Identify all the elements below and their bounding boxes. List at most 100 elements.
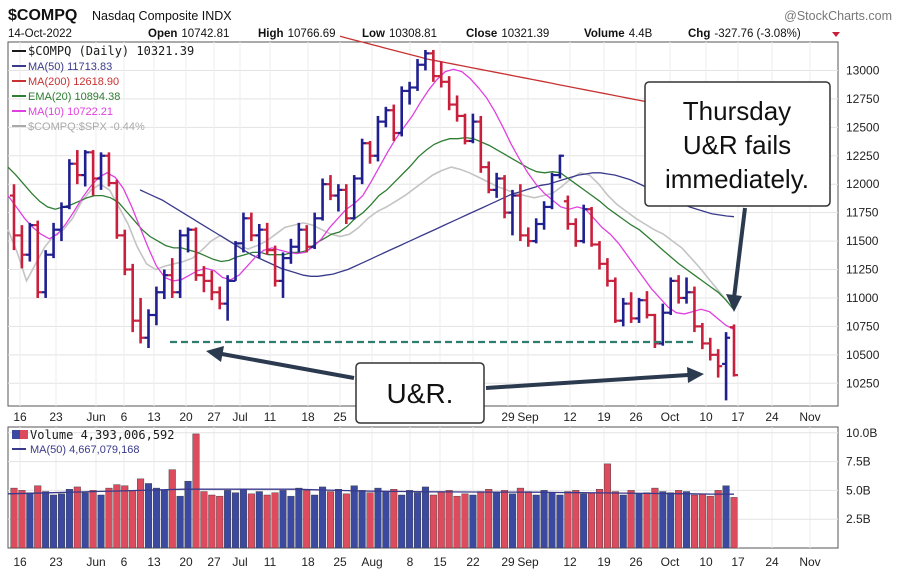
volume-bar	[50, 494, 58, 549]
price-bar	[342, 184, 351, 224]
volume-bar	[603, 463, 611, 549]
price-bar	[635, 297, 644, 323]
price-bar	[642, 291, 651, 319]
ohlc-item: Close 10321.39	[466, 28, 549, 40]
volume-x-tick-label: 15	[433, 555, 447, 569]
volume-x-tick-label: 11	[264, 555, 277, 569]
price-x-tick-label: 18	[301, 410, 315, 424]
price-tick-label: 11000	[846, 291, 879, 305]
legend-entry: $COMPQ (Daily) 10321.39	[28, 44, 194, 58]
thursday-arrow-head	[726, 294, 742, 312]
volume-x-tick-label: 26	[629, 555, 643, 569]
volume-bar	[121, 485, 129, 549]
volume-bar	[627, 490, 635, 549]
price-bar	[279, 252, 288, 298]
price-bar	[579, 204, 588, 244]
volume-bar	[176, 495, 184, 549]
ur-right-arrow-line	[485, 373, 689, 390]
volume-bar	[366, 492, 374, 549]
volume-bar	[350, 485, 358, 549]
price-bar	[413, 59, 422, 91]
volume-bar	[295, 487, 303, 549]
volume-bar	[437, 491, 445, 549]
volume-legend: Volume 4,393,006,592 MA(50) 4,667,079,168	[12, 428, 175, 456]
volume-bar	[42, 491, 50, 549]
price-bar	[286, 238, 295, 264]
volume-bar	[168, 469, 176, 549]
price-bar	[17, 225, 26, 269]
legend-entry: EMA(20) 10894.38	[28, 91, 120, 103]
volume-bar	[208, 494, 216, 549]
volume-bar	[184, 480, 192, 549]
ohlc-value: 4.4B	[629, 28, 653, 40]
price-bar	[136, 297, 145, 344]
price-x-tick-label: 16	[13, 410, 27, 424]
ohlc-label: Low	[362, 28, 385, 40]
volume-bar	[445, 490, 453, 549]
price-legend: $COMPQ (Daily) 10321.39 MA(50) 11713.83 MA…	[12, 44, 194, 133]
price-bar	[263, 222, 272, 255]
volume-bars	[10, 433, 738, 549]
volume-bar	[540, 490, 548, 549]
volume-bar	[81, 492, 89, 549]
price-bar	[373, 115, 382, 162]
price-bar	[690, 286, 699, 333]
price-bar	[437, 61, 446, 88]
volume-bar	[145, 483, 153, 549]
volume-bar	[406, 490, 414, 549]
price-bar	[65, 159, 74, 210]
volume-bar	[635, 493, 643, 549]
index-name: Nasdaq Composite INDX	[92, 9, 232, 23]
price-tick-label: 11500	[846, 234, 879, 248]
price-bar	[128, 263, 137, 333]
price-bar	[152, 286, 161, 326]
volume-x-tick-label: Nov	[799, 555, 820, 569]
price-bar	[516, 184, 525, 242]
price-bar	[57, 202, 66, 242]
quote-date: 14-Oct-2022	[8, 28, 72, 40]
price-x-tick-label: 20	[179, 410, 193, 424]
volume-ma50-line	[7, 488, 735, 495]
volume-bar	[595, 489, 603, 549]
price-bar	[548, 172, 557, 210]
volume-x-tick-label: 27	[207, 555, 221, 569]
price-bar	[199, 266, 208, 293]
volume-bar	[524, 491, 532, 549]
price-x-tick-label: Sep	[517, 410, 539, 424]
price-tick-label: 10250	[846, 376, 880, 390]
price-bar	[160, 269, 169, 300]
ur-right-arrow-head	[687, 367, 704, 383]
price-bar	[89, 150, 98, 196]
legend-entry: MA(50) 11713.83	[28, 61, 112, 73]
volume-y-axis: 2.5B 5.0B 7.5B 10.0B	[846, 426, 877, 526]
price-bar	[619, 297, 628, 327]
price-bar	[468, 113, 477, 144]
volume-x-tick-label: 20	[179, 555, 193, 569]
price-bar	[318, 178, 327, 221]
volume-legend-entry: Volume 4,393,006,592	[30, 428, 175, 442]
volume-x-tick-label: 23	[49, 555, 63, 569]
price-bar	[366, 140, 375, 164]
price-bar	[215, 286, 224, 310]
price-bars	[10, 49, 738, 401]
volume-bar	[129, 490, 137, 549]
price-bar	[350, 175, 359, 220]
ohlc-label: Volume	[584, 28, 625, 40]
price-bar	[524, 227, 533, 247]
volume-tick-label: 7.5B	[846, 455, 871, 469]
ohlc-label: Open	[148, 28, 177, 40]
volume-x-tick-label: 6	[121, 555, 128, 569]
volume-bar	[216, 495, 224, 549]
price-tick-label: 13000	[846, 63, 880, 77]
volume-bar	[683, 491, 691, 549]
price-bar	[563, 195, 572, 230]
price-bar	[405, 81, 414, 105]
ohlc-label: Chg	[688, 28, 710, 40]
volume-bar	[714, 490, 722, 549]
price-x-tick-label: 26	[629, 410, 643, 424]
price-bar	[381, 106, 390, 128]
volume-bar	[10, 487, 18, 549]
price-bar	[666, 277, 675, 315]
volume-bar	[57, 493, 65, 549]
